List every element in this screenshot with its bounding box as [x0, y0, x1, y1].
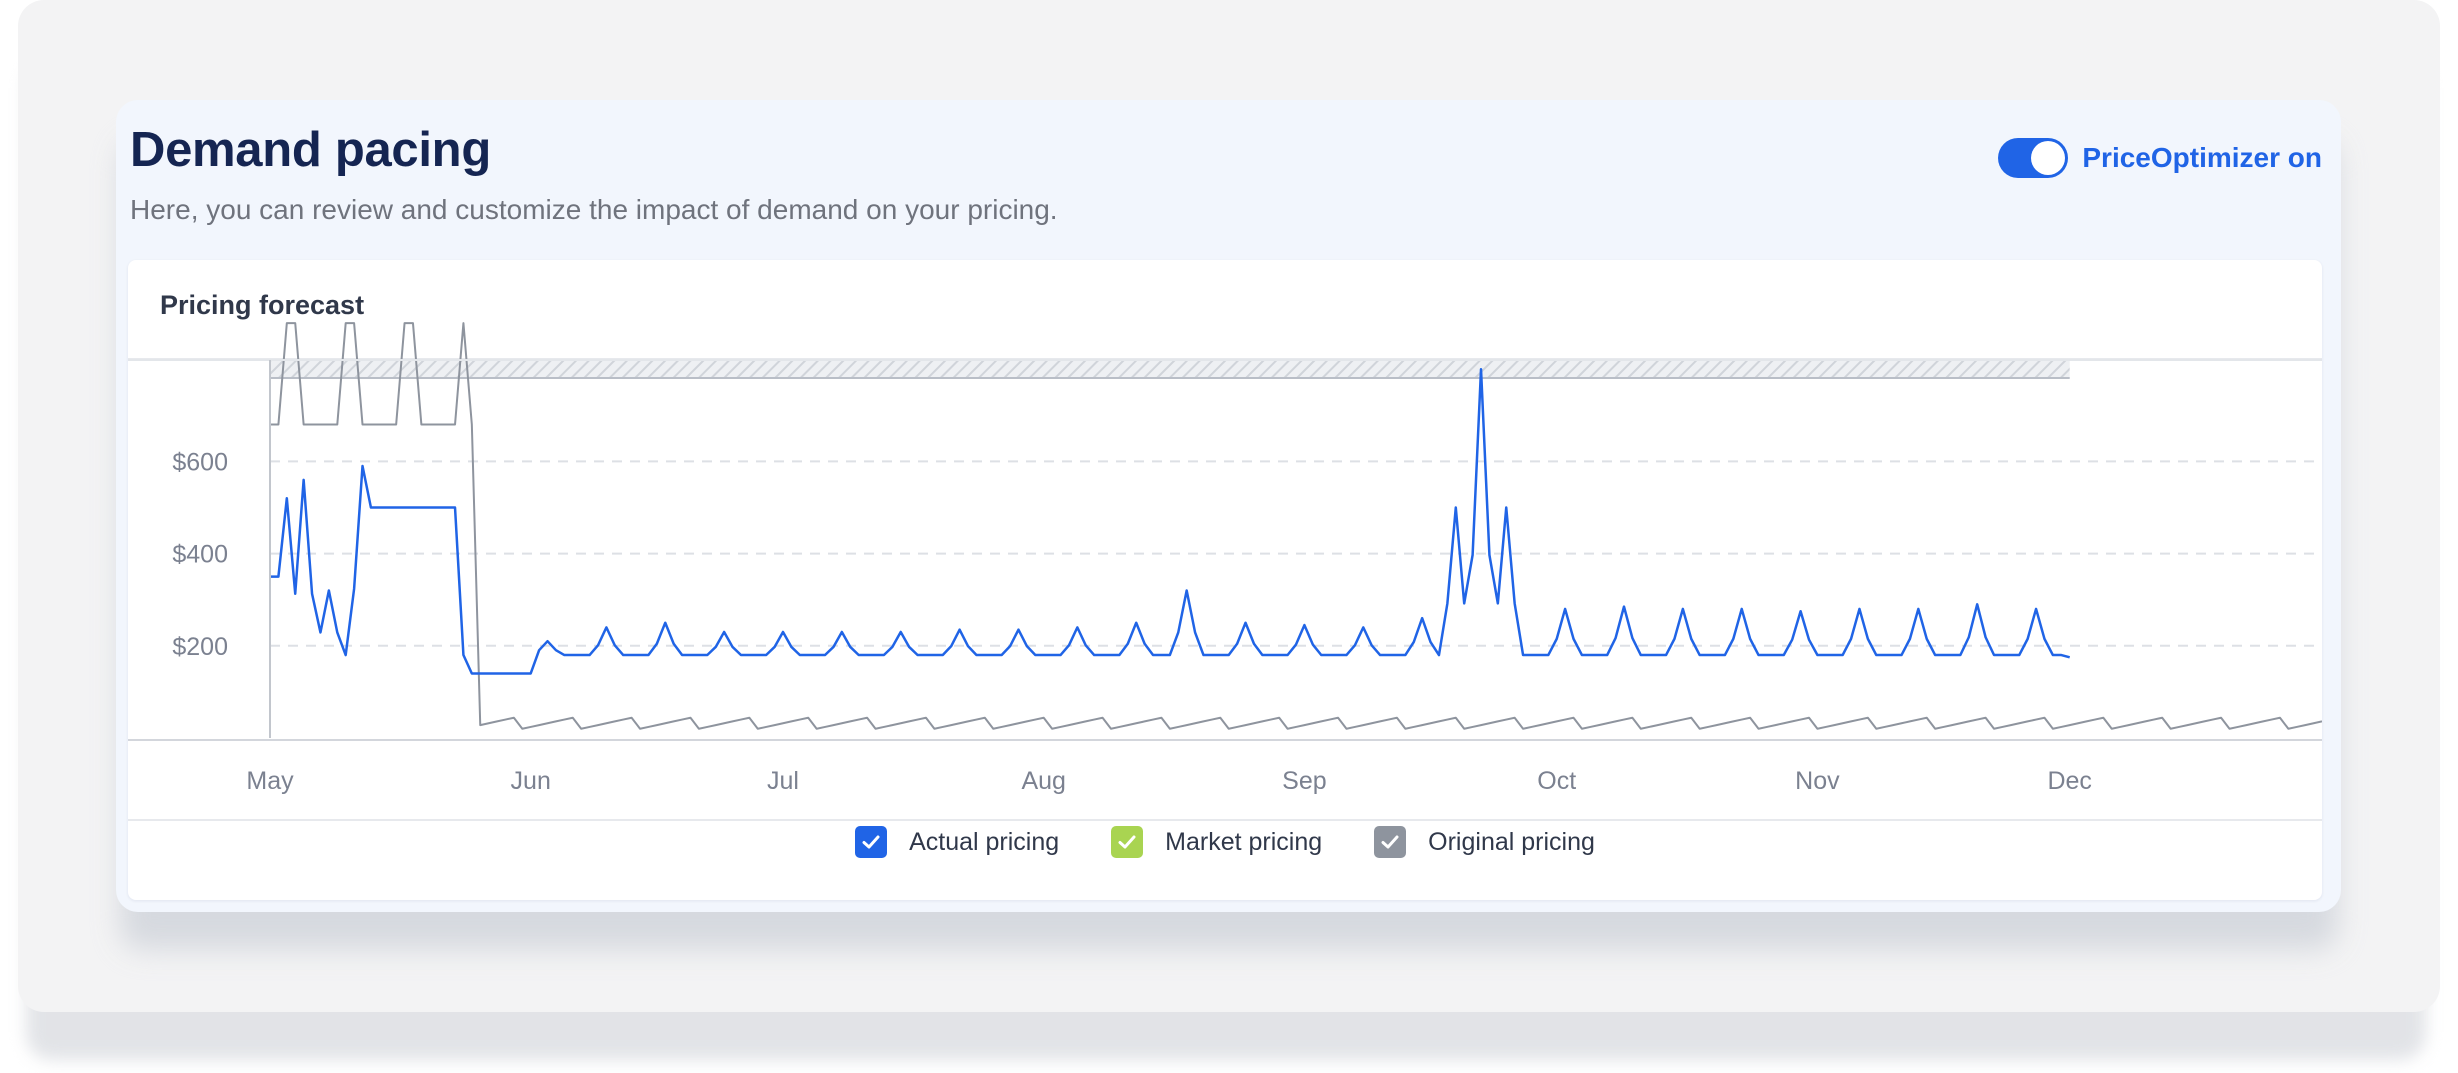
- chart-legend-divider: [128, 819, 2322, 821]
- x-tick-label: Oct: [1537, 767, 1576, 795]
- original-pricing-line: [270, 322, 2322, 730]
- toggle-knob: [2031, 141, 2066, 175]
- pricing-forecast-panel: Pricing forecast $200 $400 $600 May Jun Jul Au…: [128, 260, 2322, 900]
- forecast-band: [270, 360, 2070, 378]
- check-icon: [1381, 835, 1399, 849]
- page-subtitle: Here, you can review and customize the i…: [130, 194, 1058, 225]
- actual-pricing-line: [270, 367, 2071, 675]
- y-tick-label: $200: [172, 633, 228, 661]
- original-pricing-checkbox[interactable]: [1374, 826, 1407, 858]
- actual-pricing-checkbox[interactable]: [855, 826, 888, 858]
- x-tick-label: Dec: [2047, 767, 2091, 795]
- legend-item-market[interactable]: Market pricing: [1111, 826, 1322, 858]
- price-optimizer-toggle-group[interactable]: PriceOptimizer on: [1998, 138, 2322, 178]
- check-icon: [862, 835, 880, 849]
- panel-title: Pricing forecast: [160, 290, 365, 320]
- x-tick-label: Sep: [1282, 767, 1326, 795]
- chart-legend: Actual pricing Market pricing Original p…: [128, 826, 2322, 858]
- legend-label: Original pricing: [1428, 827, 1595, 856]
- x-tick-label: Jun: [511, 767, 551, 795]
- price-optimizer-toggle[interactable]: [1998, 138, 2069, 178]
- y-tick-label: $600: [172, 448, 228, 476]
- check-icon: [1118, 835, 1136, 849]
- x-tick-label: May: [246, 767, 294, 795]
- y-tick-label: $400: [172, 541, 228, 569]
- x-tick-label: Jul: [767, 767, 799, 795]
- x-tick-label: Nov: [1795, 767, 1840, 795]
- x-tick-label: Aug: [1021, 767, 1065, 795]
- legend-item-actual[interactable]: Actual pricing: [855, 826, 1059, 858]
- pricing-forecast-chart: $200 $400 $600 May Jun Jul Aug Sep Oct Nov Dec: [128, 322, 2322, 795]
- legend-label: Actual pricing: [909, 827, 1060, 856]
- price-optimizer-label[interactable]: PriceOptimizer on: [2082, 142, 2322, 173]
- page-title: Demand pacing: [130, 123, 491, 177]
- market-pricing-checkbox[interactable]: [1111, 826, 1144, 858]
- legend-label: Market pricing: [1165, 827, 1323, 856]
- legend-item-original[interactable]: Original pricing: [1374, 826, 1595, 858]
